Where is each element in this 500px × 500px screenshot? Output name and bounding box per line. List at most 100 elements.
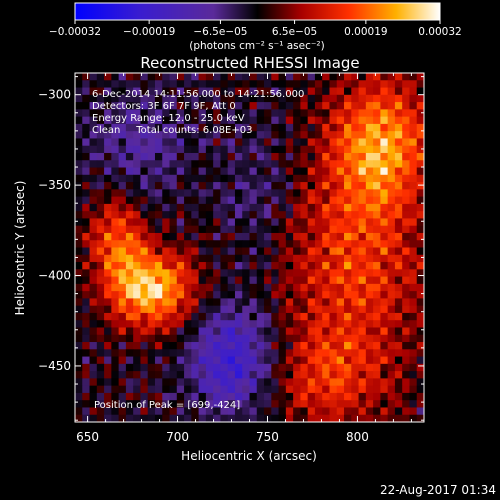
heatmap-cell	[358, 116, 367, 125]
heatmap-cell	[394, 102, 403, 110]
heatmap-cell	[169, 247, 178, 256]
heatmap-cell	[198, 131, 207, 139]
heatmap-cell	[82, 247, 90, 256]
heatmap-cell	[329, 327, 338, 336]
heatmap-cell	[205, 327, 214, 336]
heatmap-cell	[351, 349, 359, 357]
heatmap-cell	[409, 232, 418, 241]
heatmap-cell	[118, 123, 127, 132]
heatmap-cell	[82, 87, 90, 96]
heatmap-cell	[271, 182, 279, 190]
heatmap-cell	[271, 363, 279, 372]
heatmap-cell	[184, 203, 192, 212]
heatmap-cell	[293, 334, 301, 343]
heatmap-cell	[220, 203, 229, 212]
heatmap-cell	[125, 174, 134, 183]
heatmap-cell	[285, 334, 294, 343]
heatmap-cell	[140, 73, 149, 81]
heatmap-cell	[213, 87, 221, 96]
heatmap-cell	[111, 283, 120, 292]
heatmap-cell	[307, 109, 316, 118]
heatmap-cell	[336, 80, 345, 88]
heatmap-cell	[125, 102, 134, 110]
heatmap-cell	[118, 174, 127, 183]
heatmap-cell	[336, 349, 345, 357]
heatmap-cell	[256, 240, 265, 248]
heatmap-cell	[176, 116, 185, 125]
heatmap-cell	[264, 312, 272, 321]
heatmap-cell	[213, 392, 221, 401]
heatmap-cell	[147, 240, 156, 248]
heatmap-cell	[358, 102, 367, 110]
heatmap-cell	[314, 80, 323, 88]
heatmap-cell	[344, 211, 352, 219]
heatmap-cell	[329, 269, 338, 277]
heatmap-cell	[416, 371, 424, 379]
heatmap-cell	[133, 87, 141, 96]
heatmap-cell	[118, 414, 127, 422]
heatmap-cell	[329, 320, 338, 328]
heatmap-cell	[307, 247, 316, 256]
heatmap-cell	[307, 385, 316, 394]
heatmap-cell	[409, 87, 418, 96]
heatmap-cell	[104, 276, 112, 285]
heatmap-cell	[162, 94, 170, 103]
heatmap-cell	[227, 196, 236, 205]
heatmap-cell	[205, 414, 214, 422]
heatmap-cell	[125, 291, 134, 299]
heatmap-cell	[387, 378, 396, 387]
heatmap-cell	[133, 349, 141, 357]
heatmap-cell	[162, 138, 170, 147]
heatmap-cell	[373, 102, 381, 110]
heatmap-cell	[111, 400, 120, 408]
heatmap-cell	[358, 407, 367, 416]
heatmap-cell	[314, 145, 323, 154]
heatmap-cell	[336, 189, 345, 197]
heatmap-cell	[249, 334, 258, 343]
heatmap-cell	[154, 174, 163, 183]
heatmap-cell	[344, 414, 352, 422]
heatmap-cell	[329, 167, 338, 176]
heatmap-cell	[184, 240, 192, 248]
heatmap-cell	[278, 80, 287, 88]
heatmap-cell	[409, 240, 418, 248]
heatmap-cell	[344, 145, 352, 154]
heatmap-cell	[96, 378, 105, 387]
annotation-clean-counts: Clean Total counts: 6.08E+03	[92, 125, 252, 136]
heatmap-cell	[169, 232, 178, 241]
heatmap-cell	[75, 174, 83, 183]
heatmap-cell	[154, 371, 163, 379]
annotation-peak-position: Position of Peak = [699,-424]	[94, 400, 240, 411]
heatmap-cell	[169, 312, 178, 321]
heatmap-cell	[336, 276, 345, 285]
heatmap-cell	[365, 211, 374, 219]
heatmap-cell	[358, 196, 367, 205]
heatmap-cell	[242, 174, 250, 183]
heatmap-cell	[96, 320, 105, 328]
heatmap-cell	[205, 232, 214, 241]
heatmap-cell	[220, 131, 229, 139]
heatmap-cell	[256, 116, 265, 125]
heatmap-cell	[416, 392, 424, 401]
heatmap-cell	[322, 109, 330, 118]
heatmap-cell	[402, 342, 410, 350]
heatmap-cell	[234, 247, 243, 256]
heatmap-cell	[416, 327, 424, 336]
heatmap-cell	[351, 356, 359, 365]
heatmap-cell	[75, 167, 83, 176]
heatmap-cell	[227, 160, 236, 168]
heatmap-cell	[96, 247, 105, 256]
heatmap-cell	[213, 312, 221, 321]
heatmap-cell	[387, 152, 396, 161]
heatmap-cell	[344, 189, 352, 197]
colorbar: −0.00032 −0.00019 −6.5e−05 6.5e−05 0.00019 0.…	[49, 2, 462, 52]
heatmap-cell	[358, 203, 367, 212]
heatmap-cell	[351, 400, 359, 408]
heatmap-cell	[307, 218, 316, 227]
heatmap-cell	[104, 211, 112, 219]
heatmap-cell	[184, 356, 192, 365]
heatmap-cell	[118, 342, 127, 350]
heatmap-cell	[191, 182, 199, 190]
heatmap-cell	[373, 385, 381, 394]
heatmap-cell	[220, 414, 229, 422]
